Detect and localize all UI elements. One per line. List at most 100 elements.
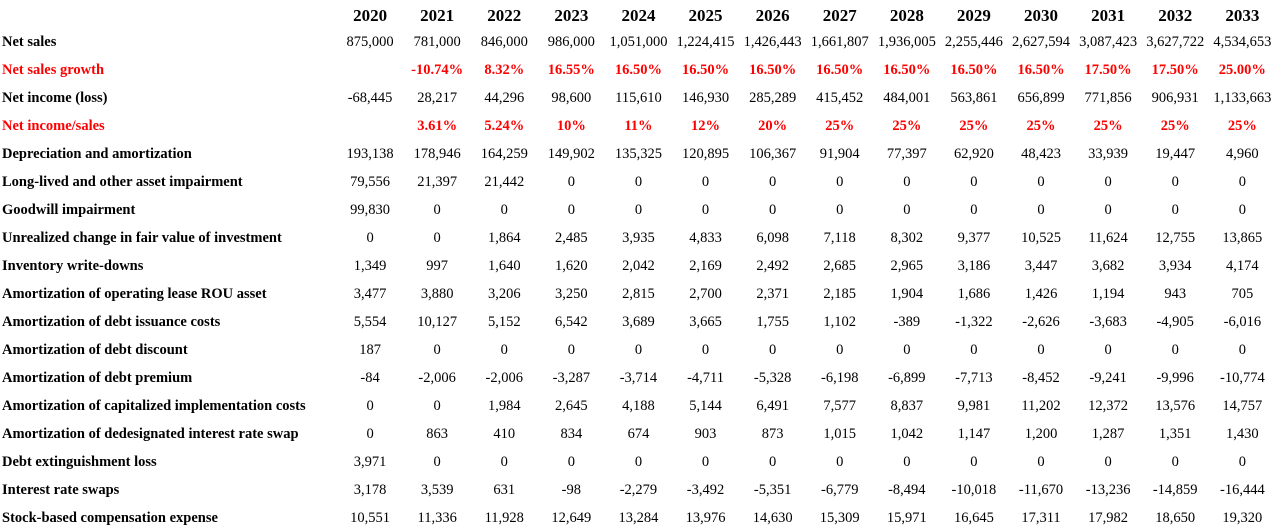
table-cell: 6,098 <box>756 229 789 246</box>
table-cell: 3,178 <box>353 481 387 498</box>
table-cell: 4,174 <box>1226 257 1259 274</box>
table-cell: 0 <box>1238 201 1246 218</box>
table-cell: -1,322 <box>955 313 993 330</box>
table-cell: 0 <box>1037 201 1045 218</box>
table-row: Interest rate swaps 3,178 3,539 631 -98 -2,27… <box>0 476 1276 504</box>
table-cell: 2,965 <box>890 257 924 274</box>
table-cell: 4,833 <box>689 229 722 246</box>
year-header: 2027 <box>822 6 857 25</box>
table-cell: 20% <box>758 117 788 134</box>
table-cell: 0 <box>970 201 978 218</box>
table-cell: 25% <box>1026 117 1056 134</box>
table-cell: 1,426 <box>1024 285 1058 302</box>
table-cell: 0 <box>1171 341 1179 358</box>
table-cell: 10,525 <box>1021 229 1061 246</box>
table-cell: 0 <box>970 453 978 470</box>
table-cell: 10,551 <box>350 509 390 526</box>
table-cell: 0 <box>970 341 978 358</box>
table-cell: 0 <box>1104 201 1112 218</box>
table-cell: 656,899 <box>1017 89 1065 106</box>
table-cell: 9,981 <box>957 397 991 414</box>
table-cell: 13,576 <box>1155 397 1196 414</box>
table-cell: 0 <box>970 173 978 190</box>
table-cell: 12% <box>691 117 721 134</box>
table-cell: 0 <box>634 201 643 218</box>
table-cell: 17.50% <box>1084 61 1132 78</box>
row-label: Stock-based compensation expense <box>2 509 218 526</box>
table-cell: 0 <box>1171 173 1179 190</box>
table-cell <box>337 112 404 140</box>
table-cell: 0 <box>1171 201 1179 218</box>
table-cell: 0 <box>433 397 441 414</box>
table-cell: 3,447 <box>1024 257 1058 274</box>
table-row: Amortization of debt discount 187 0 0 0 0 0 0 0 0… <box>0 336 1276 364</box>
row-label: Amortization of debt discount <box>2 341 188 358</box>
table-cell: 33,939 <box>1088 145 1129 162</box>
table-cell: 7,577 <box>823 397 857 414</box>
table-cell: 5,152 <box>487 313 521 330</box>
year-header: 2020 <box>353 6 388 25</box>
table-cell: 986,000 <box>547 33 595 50</box>
table-cell: 25% <box>1160 117 1190 134</box>
table-cell: 4,960 <box>1226 145 1259 162</box>
table-cell: 135,325 <box>614 145 662 162</box>
table-cell: 0 <box>836 173 844 190</box>
table-cell: 1,194 <box>1091 285 1125 302</box>
row-label: Net income/sales <box>2 117 105 134</box>
table-cell: 0 <box>903 201 911 218</box>
table-cell: 11% <box>624 117 653 134</box>
table-row: Net income (loss) -68,445 28,217 44,296 98,6… <box>0 84 1276 112</box>
table-cell: -2,626 <box>1022 313 1060 330</box>
row-label: Amortization of operating lease ROU asse… <box>2 285 267 302</box>
table-cell: 1,984 <box>487 397 521 414</box>
table-cell: 0 <box>500 341 508 358</box>
table-cell: 1,102 <box>823 313 857 330</box>
table-row: Amortization of capitalized implementati… <box>0 392 1276 420</box>
table-cell: -6,779 <box>820 481 859 498</box>
year-header: 2030 <box>1024 6 1058 25</box>
table-cell: 1,904 <box>890 285 924 302</box>
table-cell: 0 <box>634 173 643 190</box>
table-cell: -10,774 <box>1220 369 1265 386</box>
table-row: Net sales 875,000 781,000 846,000 986,000 1,0… <box>0 28 1276 56</box>
table-cell: 25% <box>892 117 922 134</box>
table-cell: 0 <box>836 201 844 218</box>
table-cell: 0 <box>433 229 441 246</box>
table-cell: 2,492 <box>756 257 789 274</box>
table-cell: -4,905 <box>1156 313 1194 330</box>
table-cell: 2,371 <box>756 285 789 302</box>
row-label-header <box>0 0 337 28</box>
table-cell: 863 <box>426 425 449 442</box>
table-cell: 18,650 <box>1155 509 1196 526</box>
table-row: Stock-based compensation expense 10,551 11… <box>0 504 1276 532</box>
table-cell: -84 <box>360 369 380 386</box>
table-cell: 873 <box>761 425 784 442</box>
table-cell: -2,279 <box>619 481 658 498</box>
table-cell: 0 <box>1238 341 1246 358</box>
table-cell: 415,452 <box>816 89 864 106</box>
table-cell: -8,494 <box>888 481 926 498</box>
row-label: Amortization of debt issuance costs <box>2 313 221 330</box>
table-cell: 1,015 <box>823 425 857 442</box>
table-row: Net income/sales 3.61% 5.24% 10% 11% 12% 20% 25… <box>0 112 1276 140</box>
table-cell: 0 <box>903 341 911 358</box>
table-cell: -13,236 <box>1085 481 1131 498</box>
table-cell: 106,367 <box>749 145 797 162</box>
table-cell: 7,118 <box>823 229 856 246</box>
table-cell: 1,936,005 <box>877 33 936 50</box>
year-header: 2021 <box>420 6 455 25</box>
table-cell: 0 <box>567 341 575 358</box>
table-cell: 48,423 <box>1021 145 1061 162</box>
table-cell: 2,255,446 <box>944 33 1003 50</box>
table-cell: 1,640 <box>487 257 521 274</box>
table-cell: -3,492 <box>686 481 725 498</box>
table-cell: 0 <box>903 173 911 190</box>
table-cell: 19,447 <box>1155 145 1196 162</box>
table-cell: 0 <box>634 341 643 358</box>
table-cell: 1,430 <box>1226 425 1259 442</box>
table-cell: 25% <box>1093 117 1123 134</box>
table-cell: 10% <box>556 117 586 134</box>
table-cell: 0 <box>500 201 508 218</box>
table-cell: 193,138 <box>346 145 394 162</box>
year-header: 2023 <box>554 6 589 25</box>
